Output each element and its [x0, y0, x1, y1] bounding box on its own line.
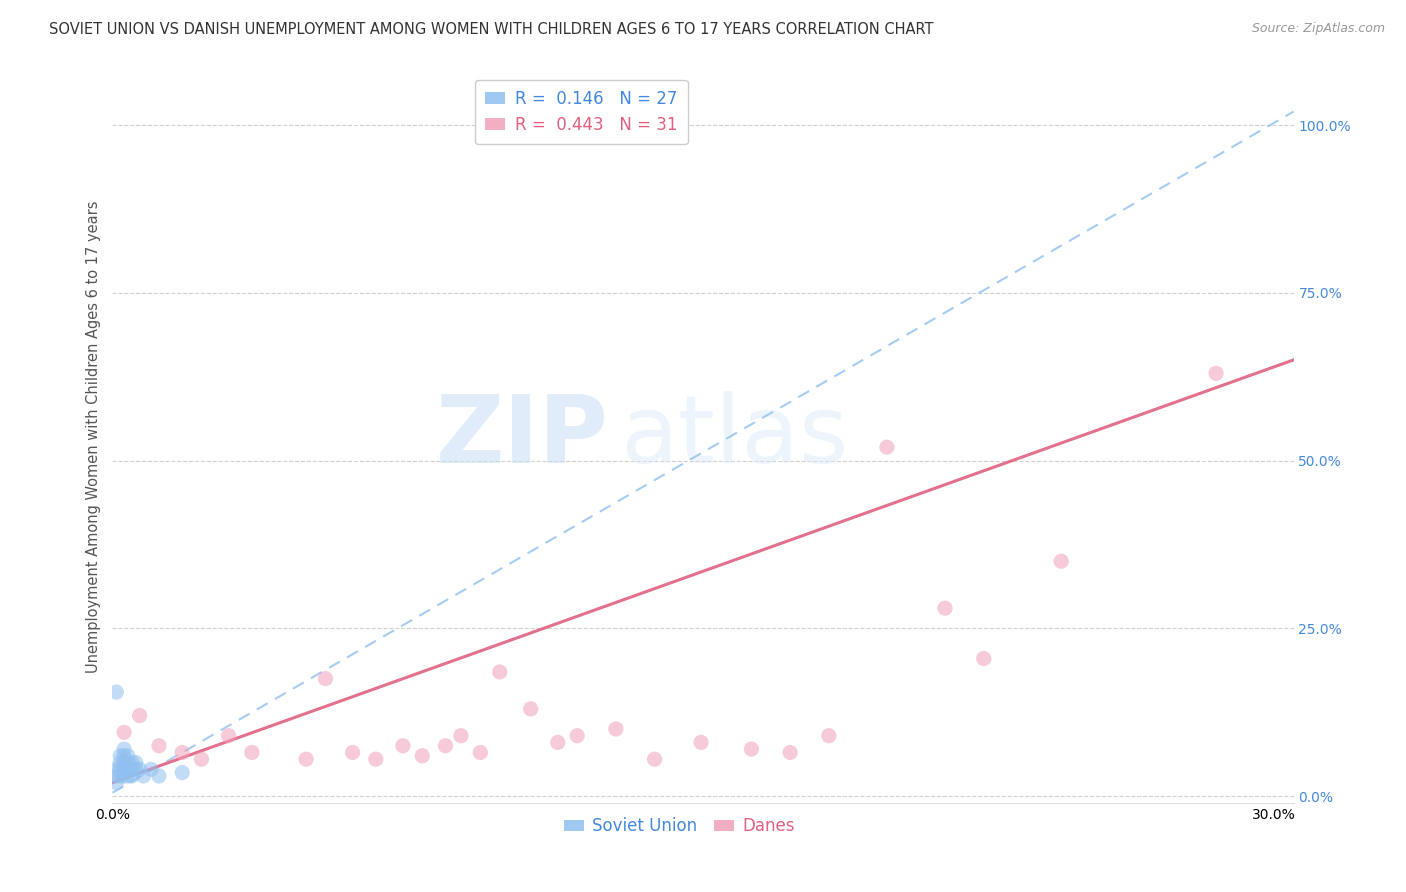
Point: [240, 746, 263, 760]
Point: [110, 756, 132, 770]
Point: [110, 769, 132, 783]
Point: [112, 725, 135, 739]
Point: [218, 729, 240, 743]
Point: [1050, 554, 1073, 568]
Point: [112, 762, 135, 776]
Text: ZIP: ZIP: [436, 391, 609, 483]
Point: [112, 742, 135, 756]
Point: [314, 672, 336, 686]
Point: [110, 762, 132, 776]
Point: [105, 775, 128, 789]
Point: [121, 756, 143, 770]
Point: [172, 746, 194, 760]
Point: [818, 729, 841, 743]
Y-axis label: Unemployment Among Women with Children Ages 6 to 17 years: Unemployment Among Women with Children A…: [86, 201, 101, 673]
Point: [105, 769, 128, 783]
Point: [128, 762, 150, 776]
Point: [121, 769, 143, 783]
Point: [519, 702, 541, 716]
Legend: Soviet Union, Danes: Soviet Union, Danes: [557, 811, 801, 842]
Point: [605, 722, 627, 736]
Point: [644, 752, 666, 766]
Point: [690, 735, 713, 749]
Point: [488, 665, 510, 679]
Point: [295, 752, 318, 766]
Point: [117, 762, 139, 776]
Point: [125, 756, 148, 770]
Point: [112, 756, 135, 770]
Point: [112, 769, 135, 783]
Point: [125, 762, 148, 776]
Text: Source: ZipAtlas.com: Source: ZipAtlas.com: [1251, 22, 1385, 36]
Point: [121, 762, 143, 776]
Text: SOVIET UNION VS DANISH UNEMPLOYMENT AMONG WOMEN WITH CHILDREN AGES 6 TO 17 YEARS: SOVIET UNION VS DANISH UNEMPLOYMENT AMON…: [49, 22, 934, 37]
Point: [132, 769, 155, 783]
Point: [141, 762, 163, 776]
Point: [172, 765, 194, 780]
Point: [411, 748, 433, 763]
Point: [117, 748, 139, 763]
Point: [740, 742, 762, 756]
Point: [547, 735, 569, 749]
Point: [1205, 367, 1227, 381]
Point: [934, 601, 956, 615]
Point: [117, 756, 139, 770]
Point: [565, 729, 588, 743]
Text: atlas: atlas: [620, 391, 849, 483]
Point: [148, 769, 170, 783]
Point: [190, 752, 212, 766]
Point: [364, 752, 387, 766]
Point: [779, 746, 801, 760]
Point: [148, 739, 170, 753]
Point: [392, 739, 415, 753]
Point: [117, 769, 139, 783]
Point: [128, 708, 150, 723]
Point: [112, 748, 135, 763]
Point: [105, 762, 128, 776]
Point: [434, 739, 457, 753]
Point: [876, 440, 898, 454]
Point: [973, 651, 995, 665]
Point: [110, 748, 132, 763]
Point: [342, 746, 364, 760]
Point: [450, 729, 472, 743]
Point: [470, 746, 492, 760]
Point: [105, 685, 128, 699]
